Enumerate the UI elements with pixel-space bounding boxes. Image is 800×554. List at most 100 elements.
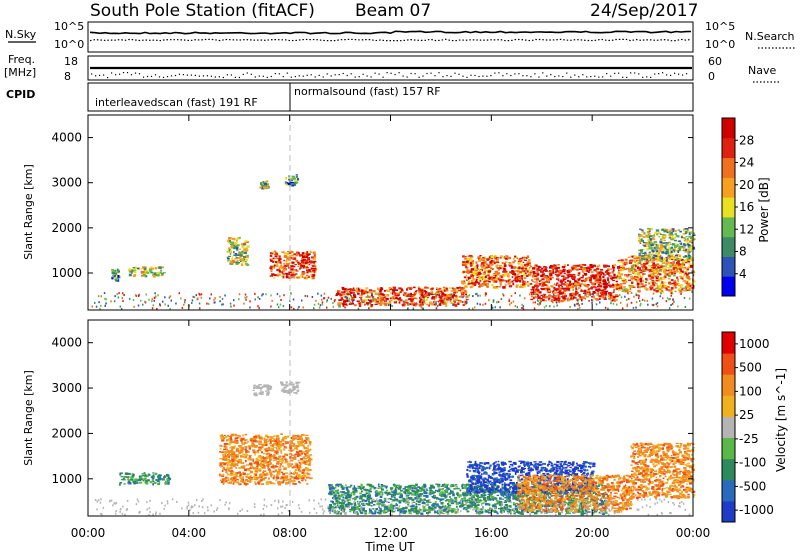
heatmap-cell — [175, 302, 177, 305]
heatmap-cell — [296, 477, 300, 480]
heatmap-cell — [530, 295, 533, 298]
heatmap-cell — [538, 303, 540, 306]
heatmap-cell — [271, 448, 274, 451]
heatmap-cell — [292, 298, 295, 301]
heatmap-cell — [584, 293, 586, 296]
nave-point — [502, 75, 504, 77]
heatmap-cell — [386, 302, 389, 305]
heatmap-cell — [610, 278, 614, 280]
heatmap-cell — [640, 286, 644, 288]
heatmap-cell — [295, 176, 298, 178]
heatmap-cell — [273, 450, 276, 453]
heatmap-cell — [578, 294, 581, 297]
heatmap-cell — [439, 508, 443, 510]
heatmap-cell — [237, 253, 240, 256]
heatmap-cell — [502, 267, 506, 270]
heatmap-cell — [301, 252, 305, 255]
heatmap-cell — [121, 297, 123, 300]
heatmap-cell — [154, 267, 158, 270]
heatmap-cell — [677, 250, 680, 253]
heatmap-cell — [495, 286, 499, 289]
nave-point — [554, 76, 556, 78]
nave-point — [198, 75, 200, 77]
heatmap-cell — [294, 462, 297, 465]
heatmap-cell — [111, 276, 114, 279]
heatmap-cell — [268, 481, 272, 483]
heatmap-cell — [519, 284, 523, 286]
heatmap-cell — [360, 303, 363, 305]
nave-point — [238, 76, 240, 79]
heatmap-cell — [555, 301, 558, 304]
heatmap-cell — [296, 455, 300, 457]
heatmap-cell — [492, 276, 496, 279]
heatmap-cell — [140, 270, 145, 274]
heatmap-cell — [653, 240, 658, 243]
heatmap-cell — [305, 476, 308, 479]
heatmap-cell — [282, 480, 285, 483]
heatmap-cell — [578, 498, 581, 501]
heatmap-cell — [660, 292, 662, 295]
heatmap-cell — [296, 253, 299, 256]
heatmap-cell — [419, 303, 421, 306]
heatmap-cell — [435, 304, 437, 307]
heatmap-cell — [411, 303, 415, 306]
heatmap-cell — [293, 392, 297, 394]
heatmap-cell — [148, 298, 150, 301]
heatmap-cell — [607, 307, 609, 310]
heatmap-cell — [304, 463, 308, 465]
heatmap-cell — [638, 249, 642, 251]
heatmap-cell — [534, 301, 536, 304]
heatmap-cell — [440, 295, 444, 297]
heatmap-cell — [459, 295, 463, 298]
heatmap-cell — [583, 512, 586, 515]
heatmap-cell — [413, 302, 416, 304]
heatmap-cell — [119, 481, 123, 484]
heatmap-cell — [222, 454, 226, 457]
heatmap-cell — [279, 295, 281, 298]
heatmap-cell — [221, 436, 224, 438]
heatmap-cell — [632, 277, 636, 280]
heatmap-cell — [521, 265, 525, 269]
heatmap-cell — [453, 488, 456, 490]
heatmap-cell — [144, 300, 146, 303]
heatmap-cell — [294, 471, 296, 473]
heatmap-cell — [281, 459, 284, 462]
heatmap-cell — [494, 273, 498, 275]
heatmap-cell — [307, 439, 310, 442]
heatmap-cell — [151, 307, 154, 310]
heatmap-cell — [311, 271, 313, 273]
heatmap-cell — [649, 288, 653, 291]
heatmap-cell — [432, 303, 436, 306]
heatmap-cell — [222, 450, 224, 453]
heatmap-cell — [639, 262, 642, 264]
heatmap-cell — [151, 479, 154, 481]
heatmap-cell — [481, 266, 485, 269]
heatmap-cell — [167, 482, 170, 485]
heatmap-cell — [213, 298, 215, 301]
heatmap-cell — [410, 300, 414, 303]
heatmap-cell — [231, 256, 234, 259]
heatmap-cell — [536, 270, 539, 273]
heatmap-cell — [479, 303, 481, 306]
heatmap-cell — [556, 266, 560, 269]
heatmap-cell — [586, 269, 589, 273]
cpid-segment-2: normalsound (fast) 157 RF — [294, 85, 441, 98]
heatmap-cell — [470, 282, 474, 285]
heatmap-cell — [518, 266, 521, 269]
heatmap-cell — [236, 475, 238, 477]
heatmap-cell — [336, 292, 339, 296]
heatmap-cell — [541, 285, 545, 288]
heatmap-cell — [563, 272, 566, 275]
heatmap-cell — [545, 304, 547, 307]
heatmap-cell — [400, 298, 402, 301]
heatmap-cell — [685, 250, 690, 253]
heatmap-cell — [251, 449, 256, 452]
heatmap-cell — [349, 290, 352, 293]
heatmap-cell — [258, 307, 260, 310]
heatmap-cell — [646, 244, 649, 247]
heatmap-cell — [577, 274, 580, 276]
heatmap-cell — [241, 245, 245, 249]
heatmap-cell — [309, 477, 313, 480]
heatmap-cell — [406, 294, 410, 297]
heatmap-cell — [648, 274, 651, 278]
